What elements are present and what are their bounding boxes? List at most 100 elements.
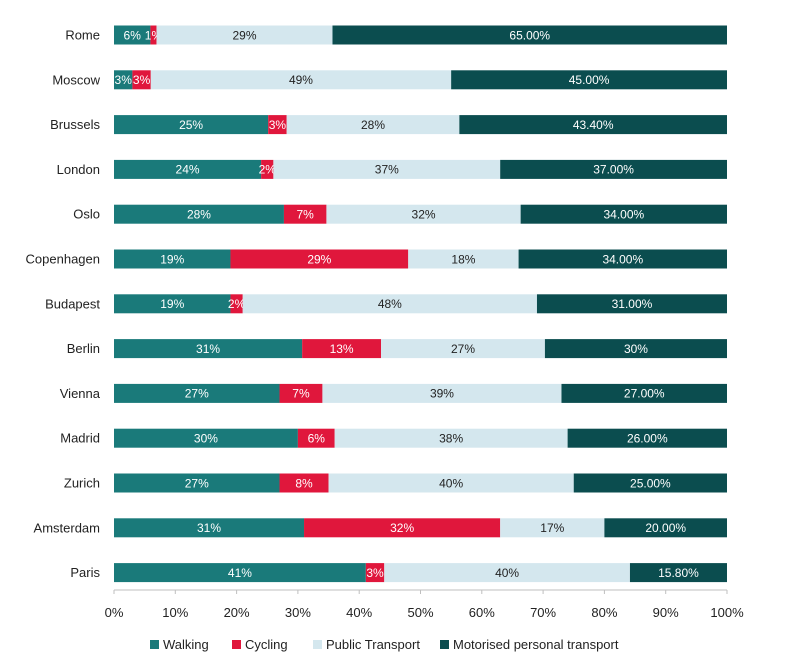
bar-segment	[114, 339, 303, 359]
category-label: Oslo	[73, 207, 100, 222]
data-label: 40%	[439, 476, 463, 490]
bar-segment	[283, 204, 327, 224]
data-label: 20.00%	[645, 521, 686, 535]
bar-segment	[573, 473, 727, 493]
bar-segment	[408, 249, 519, 269]
data-label: 19%	[160, 252, 184, 266]
bar-segment	[332, 25, 727, 45]
data-label: 6%	[124, 28, 142, 42]
data-label: 15.80%	[658, 566, 699, 580]
bar-segment	[132, 70, 151, 90]
x-tick-label: 10%	[162, 605, 188, 620]
x-tick-label: 80%	[591, 605, 617, 620]
data-label: 7%	[292, 387, 310, 401]
data-label: 39%	[430, 387, 454, 401]
x-axis: 0% 10% 20% 30% 40% 50% 60% 70% 80% 90% 100%	[105, 589, 744, 620]
category-label: Budapest	[45, 296, 100, 311]
data-label: 29%	[232, 28, 256, 42]
bar-segment	[114, 294, 231, 314]
data-label: 37.00%	[593, 163, 634, 177]
x-tick-label: 50%	[407, 605, 433, 620]
data-label: 27%	[185, 476, 209, 490]
bar-segment	[261, 159, 274, 179]
data-label: 3%	[133, 73, 151, 87]
data-label: 41%	[228, 566, 252, 580]
bar-segment	[297, 428, 335, 448]
category-labels: Rome Moscow Brussels London Oslo Copenhagen Bu…	[26, 28, 101, 581]
x-tick-label: 100%	[710, 605, 744, 620]
bar-segment	[156, 25, 333, 45]
x-tick-label: 0%	[105, 605, 124, 620]
data-label: 31%	[196, 342, 220, 356]
data-label: 24%	[176, 163, 200, 177]
bar-segment	[328, 473, 574, 493]
data-label: 3%	[269, 118, 287, 132]
bar-segment	[326, 204, 521, 224]
category-label: Brussels	[50, 117, 100, 132]
legend-label: Walking	[163, 637, 209, 652]
category-label: Copenhagen	[26, 252, 100, 267]
data-label: 7%	[297, 208, 315, 222]
data-label: 31%	[197, 521, 221, 535]
bar-segment	[302, 339, 382, 359]
legend-swatch	[150, 640, 159, 649]
category-label: Rome	[65, 28, 100, 43]
bar-segment	[114, 518, 305, 538]
data-label: 28%	[187, 208, 211, 222]
bar-segment	[150, 70, 452, 90]
legend-label: Motorised personal transport	[453, 637, 619, 652]
bar-segment	[500, 159, 727, 179]
bar-segment	[114, 249, 231, 269]
bar-segment	[114, 70, 133, 90]
data-label: 17%	[540, 521, 564, 535]
data-label: 25.00%	[630, 476, 671, 490]
data-label: 48%	[378, 297, 402, 311]
bar-segment	[242, 294, 537, 314]
data-label: 37%	[375, 163, 399, 177]
category-label: Paris	[70, 565, 100, 580]
category-label: Berlin	[67, 341, 100, 356]
category-label: Amsterdam	[34, 520, 100, 535]
data-label: 6%	[308, 432, 326, 446]
category-label: Vienna	[60, 386, 101, 401]
legend-label: Public Transport	[326, 637, 420, 652]
bar-segment	[114, 159, 262, 179]
bar-segment	[304, 518, 501, 538]
data-label: 40%	[495, 566, 519, 580]
bar-segment	[365, 563, 385, 583]
bar-segment	[230, 249, 409, 269]
legend-swatch	[232, 640, 241, 649]
bar-segment	[567, 428, 727, 448]
bar-segment	[279, 383, 323, 403]
data-label: 2%	[259, 163, 277, 177]
data-label: 31.00%	[612, 297, 653, 311]
data-label: 19%	[160, 297, 184, 311]
data-label: 34.00%	[602, 252, 643, 266]
bar-segment	[629, 563, 727, 583]
bar-segment	[114, 563, 366, 583]
data-label: 49%	[289, 73, 313, 87]
bar-segment	[273, 159, 501, 179]
bar-segment	[114, 115, 269, 135]
bar-segment	[279, 473, 329, 493]
data-label: 32%	[412, 208, 436, 222]
data-label: 27%	[185, 387, 209, 401]
legend-swatch	[313, 640, 322, 649]
data-label: 45.00%	[569, 73, 610, 87]
bar-segment	[114, 428, 298, 448]
bar-segment	[230, 294, 243, 314]
category-label: Zurich	[64, 476, 100, 491]
data-label: 30%	[624, 342, 648, 356]
data-label: 8%	[295, 476, 313, 490]
data-label: 25%	[179, 118, 203, 132]
bar-segment	[544, 339, 727, 359]
data-label: 38%	[439, 432, 463, 446]
data-label: 26.00%	[627, 432, 668, 446]
data-label: 3%	[366, 566, 384, 580]
bar-segment	[561, 383, 727, 403]
bar-segment	[451, 70, 727, 90]
bar-segment	[268, 115, 287, 135]
data-label: 27%	[451, 342, 475, 356]
data-label: 65.00%	[509, 28, 550, 42]
bar-segment	[114, 25, 151, 45]
